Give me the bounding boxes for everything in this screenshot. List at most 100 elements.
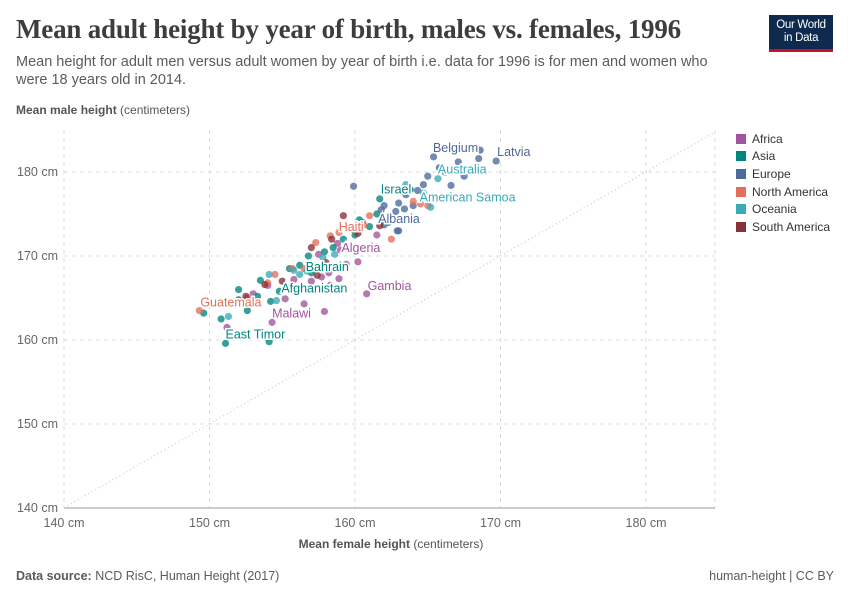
data-point <box>272 296 281 305</box>
license[interactable]: human-height | CC BY <box>709 569 834 583</box>
legend-item[interactable]: Oceania <box>736 200 830 218</box>
data-point <box>354 229 362 237</box>
data-point <box>460 172 468 180</box>
chart-subtitle: Mean height for adult men versus adult w… <box>16 54 708 88</box>
point-label: Afghanistan <box>281 281 347 295</box>
point-label: Malawi <box>272 306 311 320</box>
data-point <box>377 206 385 214</box>
data-point <box>402 181 410 189</box>
data-source: Data source: NCD RisC, Human Height (201… <box>16 569 279 583</box>
data-point <box>195 307 203 315</box>
data-point <box>285 286 294 294</box>
data-point <box>406 186 414 194</box>
y-axis-label: Mean male height (centimeters) <box>16 103 190 117</box>
data-source-text[interactable]: NCD RisC, Human Height (2017) <box>95 569 280 583</box>
legend-swatch <box>736 133 746 144</box>
data-point <box>313 271 321 279</box>
data-point <box>307 277 315 285</box>
data-point <box>290 266 298 274</box>
data-point <box>435 164 443 172</box>
data-point <box>416 200 425 208</box>
data-point <box>320 248 329 256</box>
data-point <box>339 235 347 243</box>
data-point <box>253 292 262 300</box>
legend-swatch <box>736 151 746 162</box>
y-tick-label: 180 cm <box>17 165 58 179</box>
x-tick-label: 150 cm <box>189 516 230 530</box>
legend-swatch <box>736 204 746 215</box>
data-point <box>419 181 427 189</box>
y-tick-label: 150 cm <box>17 417 58 431</box>
data-point <box>365 223 374 231</box>
data-point <box>328 235 336 243</box>
data-point <box>335 228 343 237</box>
legend-item[interactable]: Asia <box>736 148 830 166</box>
data-point <box>221 339 230 347</box>
data-point <box>312 238 320 247</box>
data-point <box>331 250 339 258</box>
data-point <box>349 182 358 190</box>
legend-item[interactable]: Africa <box>736 130 830 148</box>
point-label: East Timor <box>226 327 286 341</box>
data-source-label: Data source: <box>16 569 92 583</box>
data-point <box>376 222 384 230</box>
legend-swatch <box>736 168 746 179</box>
data-point <box>342 260 350 268</box>
data-point <box>354 258 362 266</box>
data-point <box>224 312 233 321</box>
y-tick-label: 160 cm <box>17 333 58 347</box>
y-tick-label: 170 cm <box>17 249 58 263</box>
data-point <box>271 270 279 279</box>
point-label: American Samoa <box>420 190 516 204</box>
point-label: Bahrain <box>306 260 349 274</box>
point-label: Gambia <box>368 279 412 293</box>
data-point <box>293 286 301 294</box>
data-point <box>281 295 289 303</box>
data-point <box>268 318 276 326</box>
data-point <box>424 172 432 180</box>
legend-swatch <box>736 221 746 232</box>
data-point <box>376 195 384 203</box>
data-point <box>447 181 455 190</box>
x-tick-label: 140 cm <box>44 516 85 530</box>
legend-item[interactable]: North America <box>736 183 830 201</box>
data-point <box>360 221 368 229</box>
legend: Africa Asia Europe North America Oceania Sout… <box>736 130 830 236</box>
point-label: Israel <box>381 183 412 197</box>
data-point <box>242 292 250 300</box>
legend-label: Africa <box>752 131 783 146</box>
point-label: Latvia <box>497 145 530 159</box>
legend-swatch <box>736 186 746 197</box>
data-point <box>429 153 438 161</box>
x-axis-label-unit: (centimeters) <box>413 537 484 551</box>
owid-logo[interactable]: Our World in Data <box>769 15 833 52</box>
data-point <box>427 203 435 211</box>
data-point <box>454 158 462 166</box>
x-tick-label: 160 cm <box>335 516 376 530</box>
data-point <box>322 259 330 267</box>
legend-item[interactable]: Europe <box>736 165 830 183</box>
data-point <box>475 154 483 163</box>
data-point <box>325 269 333 277</box>
data-point <box>373 231 381 239</box>
data-point <box>434 175 442 183</box>
y-axis-label-bold: Mean male height <box>16 103 117 117</box>
chart-title: Mean adult height by year of birth, male… <box>16 14 681 44</box>
x-axis-label: Mean female height (centimeters) <box>0 537 782 551</box>
data-point <box>419 189 427 197</box>
point-label: Australia <box>438 163 487 177</box>
data-point <box>265 338 273 346</box>
data-point <box>223 323 231 331</box>
y-axis-label-unit: (centimeters) <box>120 103 191 117</box>
data-point <box>300 300 308 308</box>
data-point <box>363 290 371 298</box>
x-tick-label: 180 cm <box>626 516 667 530</box>
data-point <box>413 186 422 195</box>
data-point <box>365 212 374 220</box>
data-point <box>275 287 283 295</box>
data-point <box>267 297 275 305</box>
legend-item[interactable]: South America <box>736 218 830 236</box>
data-point <box>329 244 337 252</box>
data-point <box>476 146 484 154</box>
data-point <box>492 157 500 165</box>
